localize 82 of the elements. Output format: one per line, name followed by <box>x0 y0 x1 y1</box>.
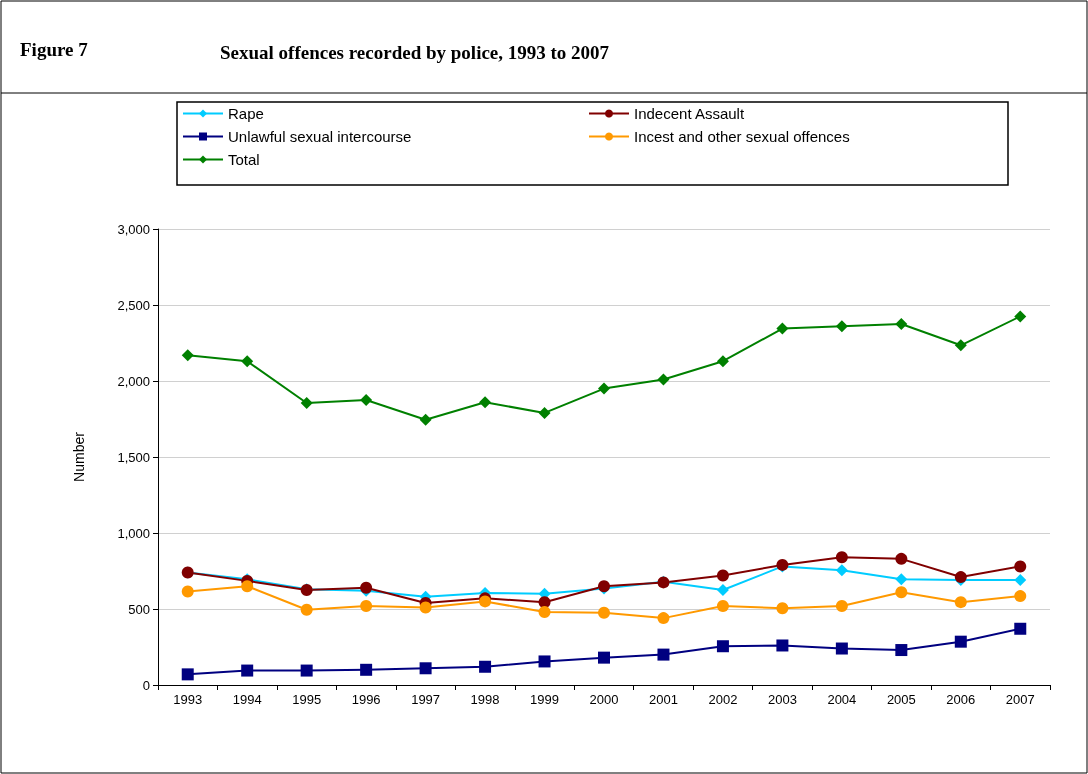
point <box>716 569 729 582</box>
point <box>895 644 908 657</box>
y-tick-label: 1,500 <box>117 449 150 465</box>
point <box>657 373 670 386</box>
point <box>776 639 789 652</box>
caption: Figure 7 <box>20 39 89 60</box>
point <box>716 599 729 612</box>
point <box>835 320 848 333</box>
x-tick-label: 1997 <box>411 692 441 707</box>
point <box>538 406 551 419</box>
point <box>360 394 373 406</box>
point <box>181 668 194 681</box>
point <box>360 663 373 676</box>
point <box>419 662 432 675</box>
point <box>835 599 848 612</box>
x-tick-label: 2006 <box>946 692 976 707</box>
point <box>300 603 313 616</box>
point <box>1014 622 1027 635</box>
point <box>181 585 194 598</box>
point <box>1014 574 1027 587</box>
legend-label: Rape <box>228 105 264 122</box>
y-tick-label: 500 <box>128 601 150 617</box>
point <box>360 599 373 612</box>
point <box>598 606 610 619</box>
legend-label: Total <box>228 151 260 168</box>
point <box>241 355 254 368</box>
y-axis-title: Number <box>71 431 87 482</box>
legend-label: Unlawful sexual intercourse <box>228 128 412 145</box>
x-tick-label: 2004 <box>827 692 857 707</box>
point <box>241 664 254 677</box>
point <box>657 648 670 661</box>
y-tick-label: 3,000 <box>117 221 150 237</box>
x-tick-label: 1996 <box>351 692 381 707</box>
point <box>835 642 848 655</box>
x-tick-label: 2007 <box>1005 692 1035 707</box>
point <box>895 552 908 565</box>
point <box>716 640 729 653</box>
point <box>1014 310 1027 323</box>
x-tick-label: 1998 <box>470 692 500 707</box>
point <box>776 602 789 615</box>
x-tick-label: 1995 <box>292 692 322 707</box>
x-tick-label: 2002 <box>708 692 738 707</box>
x-tick-label: 1994 <box>232 692 262 707</box>
point <box>419 413 432 426</box>
point <box>776 322 789 335</box>
point <box>1014 590 1027 603</box>
point <box>241 580 254 593</box>
legend-label: Indecent Assault <box>634 105 745 122</box>
x-tick-label: 2001 <box>649 692 678 707</box>
legend-label: Incest and other sexual offences <box>634 128 850 145</box>
point <box>895 586 908 599</box>
point <box>716 584 729 596</box>
point <box>419 601 432 614</box>
point <box>657 612 670 625</box>
y-tick-label: 2,500 <box>117 297 150 313</box>
x-tick-label: 2005 <box>886 692 916 707</box>
x-tick-label: 1999 <box>530 692 559 707</box>
x-tick-label: 2003 <box>767 692 797 707</box>
point <box>1014 560 1027 573</box>
point <box>300 664 313 677</box>
point <box>954 596 967 609</box>
point <box>479 396 492 409</box>
point <box>895 318 908 330</box>
point <box>598 382 610 395</box>
point <box>895 573 908 586</box>
y-tick-label: 0 <box>142 677 150 693</box>
point <box>954 635 967 648</box>
point <box>835 551 848 564</box>
x-tick-label: 2000 <box>589 692 619 707</box>
point <box>835 564 848 577</box>
point <box>954 339 967 352</box>
chart-title: Sexual offences recorded by police, 1993 to 2007 <box>220 42 610 63</box>
y-tick-label: 1,000 <box>117 525 150 541</box>
y-tick-label: 2,000 <box>117 373 150 389</box>
point <box>300 397 313 410</box>
point <box>479 660 492 673</box>
point <box>181 349 194 362</box>
point <box>538 655 551 668</box>
point <box>538 606 551 619</box>
x-tick-label: 1993 <box>173 692 203 707</box>
point <box>716 355 729 368</box>
point <box>598 651 610 664</box>
